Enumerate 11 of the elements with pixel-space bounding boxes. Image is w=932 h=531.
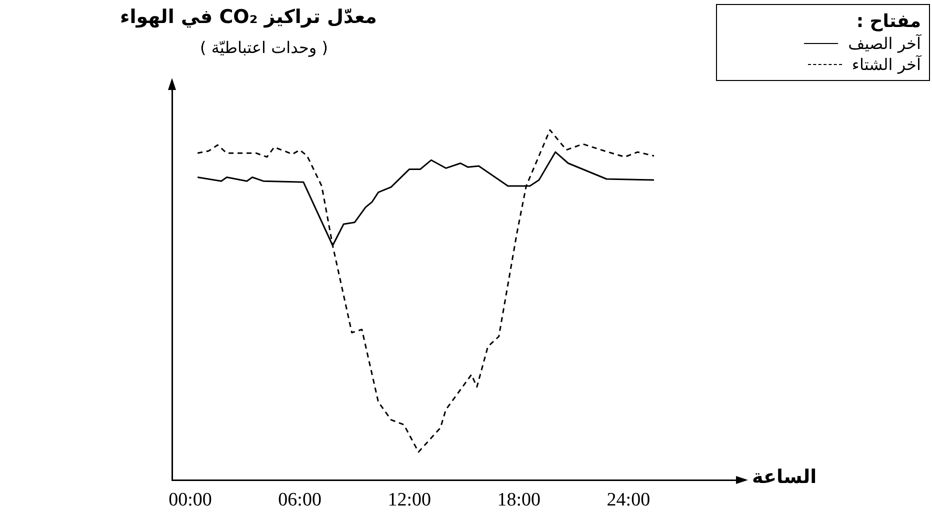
text: ( وحدات اعتباطيّة ) xyxy=(200,38,328,57)
x-axis-title: الساعة xyxy=(752,466,817,488)
x-tick-label: 18:00 xyxy=(497,489,541,510)
x-tick-label: 00:00 xyxy=(168,489,212,510)
x-tick-label: 06:00 xyxy=(278,489,322,510)
legend-label: آخر الصيف xyxy=(848,34,921,53)
x-tick-label: 12:00 xyxy=(388,489,431,510)
x-tick-label: 24:00 xyxy=(606,489,650,510)
chart-title: معدّل تراكيز CO₂ في الهواء xyxy=(120,6,377,28)
legend-label: آخر الشتاء xyxy=(852,55,921,74)
legend-title: مفتاح : xyxy=(855,11,921,32)
